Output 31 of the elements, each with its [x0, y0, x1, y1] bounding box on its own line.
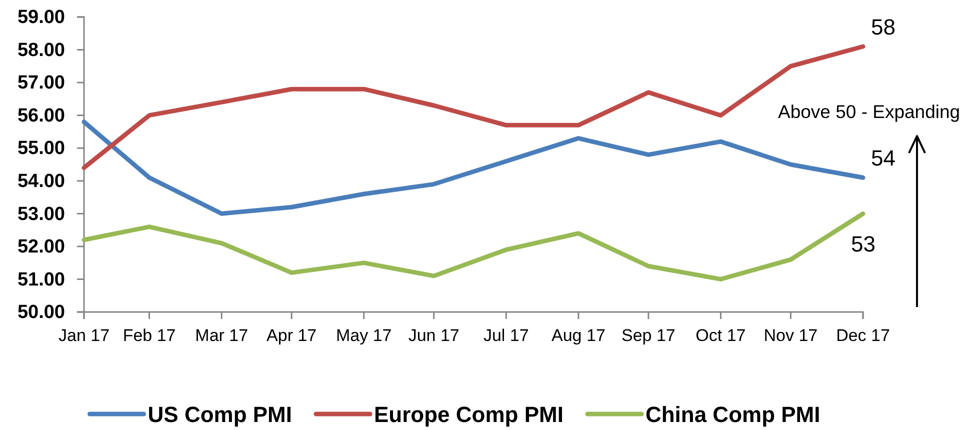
x-tick-label: Mar 17	[195, 326, 248, 346]
x-tick-label: Feb 17	[122, 326, 176, 346]
y-tick-label: 53.00	[17, 204, 65, 225]
x-tick-label: Aug 17	[552, 326, 606, 346]
legend-label: Europe Comp PMI	[374, 402, 564, 427]
data-label: 58	[871, 14, 896, 40]
x-tick-label: Jan 17	[58, 326, 110, 346]
y-tick-label: 55.00	[17, 138, 65, 160]
x-tick-label: Nov 17	[764, 326, 818, 346]
y-tick-label: 56.00	[17, 105, 65, 126]
x-tick-label: Jul 17	[483, 326, 529, 346]
x-tick-label: Sep 17	[621, 326, 676, 346]
y-tick-label: 50.00	[17, 302, 65, 324]
y-tick-label: 52.00	[17, 236, 65, 258]
legend-label: US Comp PMI	[148, 402, 292, 427]
data-label: 53	[851, 232, 876, 257]
x-tick-label: Oct 17	[696, 326, 746, 346]
y-tick-label: 57.00	[17, 72, 65, 94]
y-tick-label: 58.00	[17, 40, 65, 61]
y-tick-label: 59.00	[17, 7, 65, 28]
legend-label: China Comp PMI	[645, 402, 820, 427]
annotation: Above 50 - Expanding	[778, 101, 960, 122]
y-tick-label: 51.00	[17, 269, 65, 290]
line-series	[82, 44, 866, 170]
line-series	[82, 120, 866, 216]
y-tick-label: 54.00	[17, 170, 65, 192]
x-tick-label: May 17	[336, 326, 392, 346]
data-label: 54	[871, 146, 896, 171]
x-tick-label: Apr 17	[266, 326, 317, 346]
x-tick-label: Dec 17	[836, 326, 890, 346]
x-tick-label: Jun 17	[408, 326, 460, 346]
